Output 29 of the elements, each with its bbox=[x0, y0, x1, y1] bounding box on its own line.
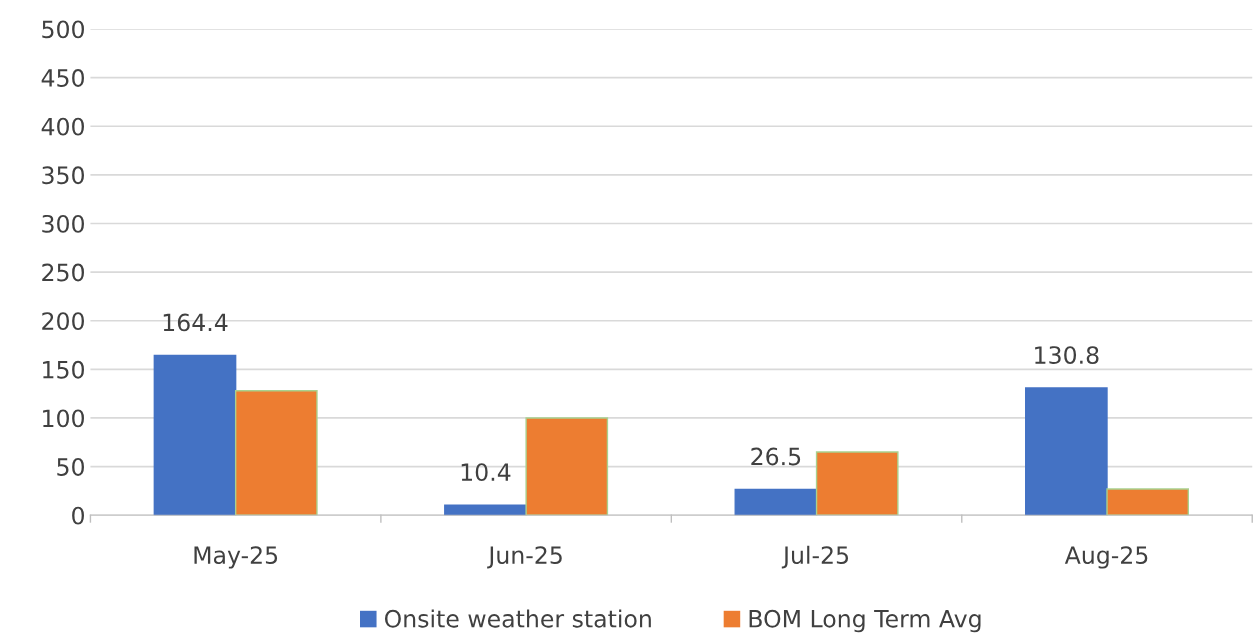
y-tick-label: 100 bbox=[43, 409, 84, 428]
bar bbox=[1106, 488, 1190, 516]
data-label: 10.4 bbox=[461, 463, 511, 482]
y-tick-label: 500 bbox=[42, 20, 84, 39]
y-tick-label: 50 bbox=[57, 458, 84, 476]
bar bbox=[734, 488, 818, 516]
x-tick-label: Jun-25 bbox=[487, 546, 562, 569]
y-tick-label: 350 bbox=[42, 166, 84, 185]
x-tick-label: Jul-25 bbox=[781, 545, 849, 569]
legend-label: BOM Long Term Avg bbox=[749, 609, 981, 633]
bar bbox=[234, 390, 318, 516]
legend-label: Onsite weather station bbox=[384, 609, 651, 628]
bar bbox=[525, 417, 609, 516]
data-label: 26.5 bbox=[751, 447, 801, 466]
y-tick-label: 200 bbox=[42, 312, 84, 331]
y-tick-label: 0 bbox=[72, 506, 84, 525]
x-tick-label: Aug-25 bbox=[1064, 546, 1148, 569]
y-tick-label: 300 bbox=[42, 214, 84, 233]
bar bbox=[815, 451, 899, 516]
bar bbox=[153, 354, 237, 516]
y-tick-label: 450 bbox=[41, 69, 84, 87]
x-tick-label: May-25 bbox=[194, 546, 278, 569]
data-label: 130.8 bbox=[1035, 346, 1099, 364]
bar bbox=[1024, 387, 1108, 516]
data-label: 164.4 bbox=[163, 313, 228, 332]
y-tick-label: 250 bbox=[42, 263, 84, 282]
bar bbox=[444, 504, 527, 516]
y-tick-label: 150 bbox=[43, 360, 84, 379]
y-tick-label: 400 bbox=[41, 117, 84, 136]
